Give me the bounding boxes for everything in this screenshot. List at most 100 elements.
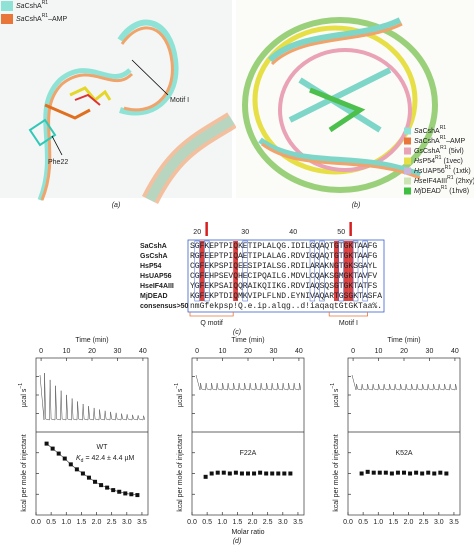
plot-label: WT	[97, 444, 109, 451]
motif-bracket	[189, 312, 234, 317]
similar-column	[204, 240, 210, 302]
annotation: Motif I	[170, 97, 189, 104]
tick-label: 2.5	[419, 519, 429, 526]
legend-entry-part: P54	[423, 158, 436, 165]
annotation: Phe22	[48, 159, 68, 166]
legend-entry-part: Sa	[16, 3, 25, 10]
sequence: RGFEEPTPIQAETIPLALAG.RDVIGQAQTGTGKTAAFG	[190, 252, 377, 261]
axis-title: Time (min)	[75, 337, 108, 344]
legend-entry-part: (1vec)	[443, 158, 462, 165]
data-point	[93, 479, 98, 484]
sequence-name: HsUAP56	[140, 273, 172, 280]
axis-title-part: −1	[330, 383, 336, 389]
similar-column	[338, 240, 344, 302]
data-point	[135, 493, 140, 498]
arrow	[131, 59, 169, 96]
similar-column	[352, 240, 359, 302]
sequence-name: MjDEAD	[140, 293, 168, 300]
tick-label: 0	[195, 348, 199, 355]
data-point	[359, 471, 364, 476]
plot-label: K52A	[395, 450, 412, 457]
axis-title: kcal per mole of injectant	[333, 434, 340, 511]
data-point	[432, 471, 437, 476]
tick-label: 20	[88, 348, 96, 355]
similar-column	[362, 240, 368, 302]
legend-entry-part: –AMP	[446, 138, 465, 145]
legend-entry: SaCshAR1	[414, 125, 446, 135]
axis-title: µcal s−1	[18, 383, 28, 407]
axis-title-part: −1	[174, 383, 180, 389]
legend-swatch	[404, 177, 411, 185]
data-point	[288, 471, 293, 476]
tick-label: 10	[375, 348, 383, 355]
data-point	[276, 471, 281, 476]
similar-column	[319, 240, 325, 302]
data-point	[408, 471, 413, 476]
legend-swatch	[1, 14, 13, 24]
data-point	[80, 471, 85, 476]
data-point	[377, 470, 382, 475]
data-point	[86, 475, 91, 480]
legend-entry-part: UAP56	[423, 168, 445, 175]
ribbon	[120, 26, 174, 112]
plot-label: F22A	[240, 450, 257, 457]
legend-entry-part: Gs	[414, 148, 423, 155]
similar-column	[242, 240, 248, 302]
legend-swatch	[404, 127, 411, 135]
legend-entry-part: R1	[440, 135, 447, 141]
sequence: nmGfekpsp!Q.e.ip.alqg..d!iaqaqtGtGKTaa%.	[190, 302, 382, 311]
ribbon	[242, 17, 438, 193]
legend-entry-part: CshA	[423, 128, 440, 135]
tick-label: 3.0	[278, 519, 288, 526]
similar-column	[194, 240, 200, 302]
legend-entry-part: CshA	[25, 3, 42, 10]
data-point	[383, 470, 388, 475]
plot-frame	[191, 357, 305, 516]
tick-label: 1.5	[77, 519, 87, 526]
data-point	[117, 489, 122, 494]
tick-label: 0	[351, 348, 355, 355]
data-point	[215, 470, 220, 475]
tick-label: 0.5	[46, 519, 56, 526]
sequence-name: SaCshA	[140, 243, 167, 250]
legend-entry-part: Hs	[414, 178, 423, 185]
kd-label: Kd = 42.4 ± 4.4 µM	[76, 455, 135, 464]
legend-entry-part: DEAD	[421, 188, 440, 195]
legend-entry: MjDEADR1 (1hv8)	[414, 185, 469, 195]
tick-label: 3.5	[293, 519, 303, 526]
ribbon	[261, 22, 421, 180]
data-point	[68, 462, 73, 467]
axis-title-part: µcal s	[21, 388, 28, 407]
legend-entry: HseIF4AIIIR1 (2hxy)	[414, 175, 474, 185]
tick-label: 0.0	[31, 519, 41, 526]
legend-swatch	[404, 137, 411, 145]
data-point	[123, 491, 128, 496]
kd-label-part: d	[81, 458, 84, 464]
tick-label: 3.0	[434, 519, 444, 526]
plot-frame	[347, 357, 461, 516]
data-point	[389, 471, 394, 476]
helix	[145, 115, 235, 203]
data-point	[62, 456, 67, 461]
legend-entry-part: R1	[435, 155, 442, 161]
tick-label: 0.5	[202, 519, 212, 526]
tick-label: 1.0	[61, 519, 71, 526]
axis-title: Time (min)	[387, 337, 420, 344]
data-point	[105, 485, 110, 490]
ribbon	[117, 19, 179, 116]
data-point	[270, 471, 275, 476]
conserved-column	[334, 241, 339, 301]
legend-entry-part: Sa	[414, 128, 423, 135]
legend-swatch	[1, 1, 13, 11]
sequence: KGFEKPTDIQMKVIPLFLND.EYNIVAQARTGSGKTASFA	[190, 292, 382, 301]
data-point	[233, 470, 238, 475]
legend-entry-part: –AMP	[48, 16, 67, 23]
data-point	[258, 470, 263, 475]
arrow	[51, 135, 63, 156]
legend-entry-part: R1	[441, 185, 448, 191]
ruler-number: 50	[337, 229, 345, 236]
legend-entry-part: R1	[440, 125, 447, 131]
tick-label: 40	[139, 348, 147, 355]
data-point	[264, 471, 269, 476]
